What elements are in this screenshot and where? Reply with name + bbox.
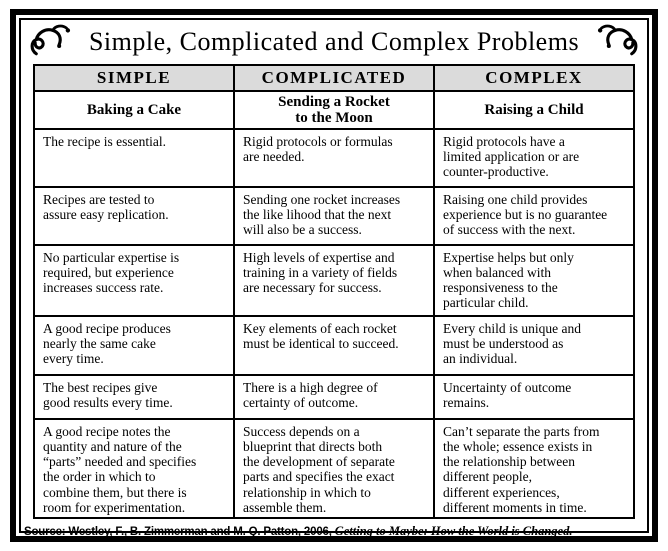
column-header-complex: COMPLEX: [433, 64, 635, 92]
subheader-baking-a-cake: Baking a Cake: [33, 89, 235, 131]
page-title: Simple, Complicated and Complex Problems: [88, 27, 580, 56]
table-cell: The best recipes give good results every…: [33, 374, 235, 421]
table-cell: There is a high degree of certainty of o…: [233, 374, 435, 421]
table-cell: The recipe is essential.: [33, 128, 235, 189]
table-row: The best recipes give good results every…: [33, 374, 635, 421]
page-frame: Simple, Complicated and Complex Problems…: [10, 9, 658, 542]
table-row: A good recipe notes the quantity and nat…: [33, 418, 635, 519]
table-cell: Sending one rocket increases the like li…: [233, 186, 435, 247]
table-cell: Rigid protocols or formulas are needed.: [233, 128, 435, 189]
table-cell: A good recipe notes the quantity and nat…: [33, 418, 235, 519]
table-cell: A good recipe produces nearly the same c…: [33, 315, 235, 377]
table-cell: No particular expertise is required, but…: [33, 244, 235, 318]
table-row: The recipe is essential. Rigid protocols…: [33, 128, 635, 189]
inner-frame: Simple, Complicated and Complex Problems…: [19, 18, 649, 538]
table-row: No particular expertise is required, but…: [33, 244, 635, 318]
table-cell: Success depends on a blueprint that dire…: [233, 418, 435, 519]
table-cell: Can’t separate the parts from the whole;…: [433, 418, 635, 519]
column-header-complicated: COMPLICATED: [233, 64, 435, 92]
table-cell: Recipes are tested to assure easy replic…: [33, 186, 235, 247]
table-cell: Rigid protocols have a limited applicati…: [433, 128, 635, 189]
table-cell: Raising one child provides experience bu…: [433, 186, 635, 247]
subheader-raising-a-child: Raising a Child: [433, 89, 635, 131]
column-subheader-row: Baking a Cake Sending a Rocket to the Mo…: [33, 89, 635, 131]
vine-flourish-icon: [596, 21, 640, 64]
table-row: Recipes are tested to assure easy replic…: [33, 186, 635, 247]
source-book-title: Getting to Maybe: How the World is Chang…: [334, 523, 573, 538]
table-cell: Expertise helps but only when balanced w…: [433, 244, 635, 318]
table-cell: Uncertainty of outcome remains.: [433, 374, 635, 421]
column-header-simple: SIMPLE: [33, 64, 235, 92]
table-cell: Every child is unique and must be unders…: [433, 315, 635, 377]
source-label: Source: Westley, F., B. Zimmerman and M.…: [24, 525, 335, 538]
vine-flourish-icon: [28, 21, 72, 64]
table-cell: High levels of expertise and training in…: [233, 244, 435, 318]
source-note: Source: Westley, F., B. Zimmerman and M.…: [24, 524, 645, 539]
table-row: A good recipe produces nearly the same c…: [33, 315, 635, 377]
table-cell: Key elements of each rocket must be iden…: [233, 315, 435, 377]
title-row: Simple, Complicated and Complex Problems: [21, 20, 647, 64]
column-header-row: SIMPLE COMPLICATED COMPLEX: [33, 64, 635, 92]
subheader-sending-a-rocket: Sending a Rocket to the Moon: [233, 89, 435, 131]
comparison-table: SIMPLE COMPLICATED COMPLEX Baking a Cake…: [33, 64, 635, 519]
